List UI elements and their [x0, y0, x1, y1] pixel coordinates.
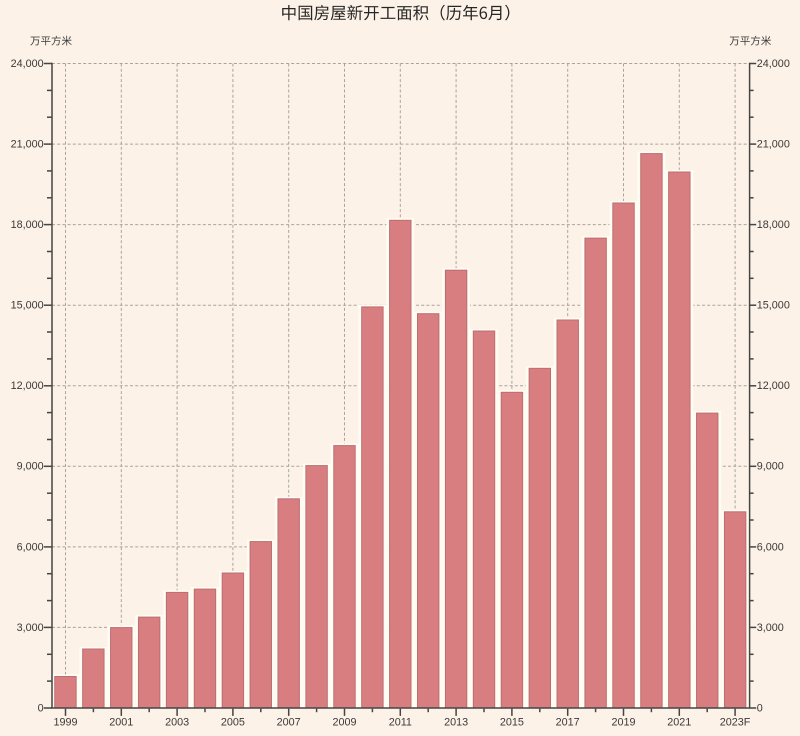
svg-text:2005: 2005: [221, 716, 245, 728]
svg-text:15,000: 15,000: [757, 300, 790, 312]
svg-text:2013: 2013: [444, 716, 468, 728]
svg-text:21,000: 21,000: [11, 139, 44, 151]
svg-text:2011: 2011: [389, 716, 412, 728]
svg-text:3,000: 3,000: [757, 622, 784, 634]
svg-text:2003: 2003: [165, 716, 189, 728]
svg-text:12,000: 12,000: [11, 380, 44, 392]
svg-text:24,000: 24,000: [757, 58, 790, 70]
svg-text:18,000: 18,000: [11, 219, 44, 231]
svg-text:0: 0: [757, 702, 763, 714]
svg-text:3,000: 3,000: [17, 622, 44, 634]
svg-text:12,000: 12,000: [757, 380, 790, 392]
svg-text:6,000: 6,000: [17, 541, 44, 553]
svg-text:2021: 2021: [667, 716, 691, 728]
svg-text:21,000: 21,000: [757, 139, 790, 151]
svg-text:0: 0: [38, 702, 44, 714]
svg-text:24,000: 24,000: [11, 58, 44, 70]
svg-text:2007: 2007: [277, 716, 301, 728]
svg-text:2023F: 2023F: [720, 716, 751, 728]
svg-text:2017: 2017: [556, 716, 580, 728]
svg-text:2001: 2001: [109, 716, 133, 728]
svg-text:2009: 2009: [332, 716, 356, 728]
svg-text:18,000: 18,000: [757, 219, 790, 231]
svg-text:2015: 2015: [500, 716, 524, 728]
svg-text:15,000: 15,000: [11, 300, 44, 312]
svg-text:2019: 2019: [611, 716, 635, 728]
svg-text:9,000: 9,000: [17, 461, 44, 473]
svg-text:9,000: 9,000: [757, 461, 784, 473]
svg-text:1999: 1999: [53, 716, 77, 728]
svg-text:6,000: 6,000: [757, 541, 784, 553]
